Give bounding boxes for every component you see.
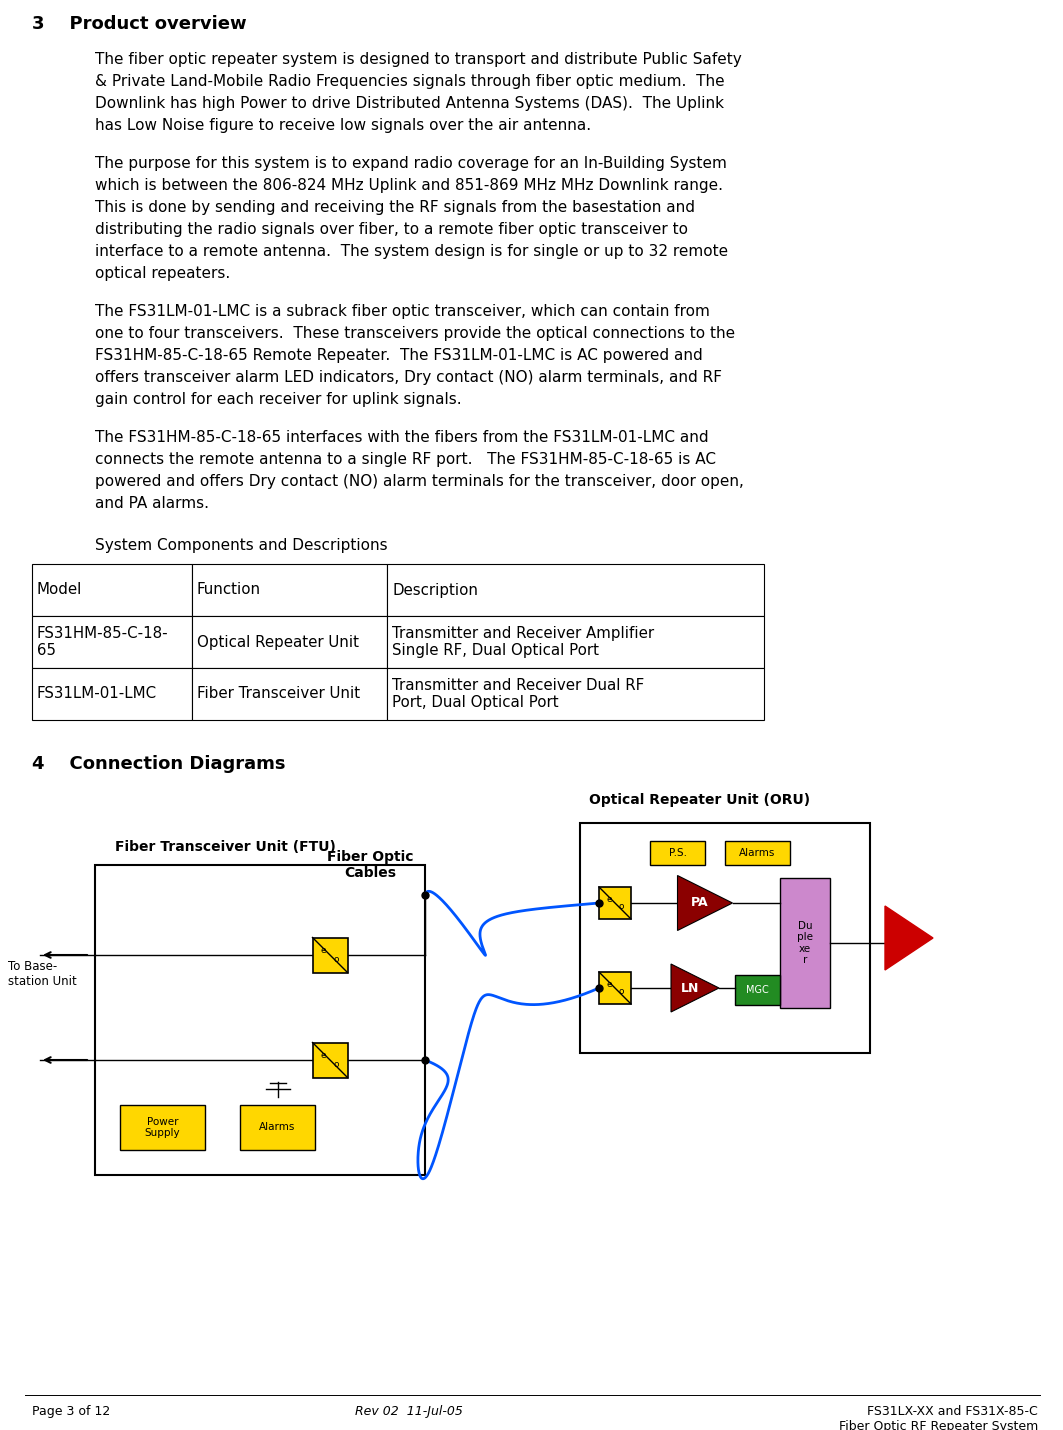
Bar <box>95 865 425 1175</box>
Text: The FS31HM-85-C-18-65 interfaces with the fibers from the FS31LM-01-LMC and: The FS31HM-85-C-18-65 interfaces with th… <box>95 430 709 445</box>
Polygon shape <box>677 875 732 931</box>
Text: Function: Function <box>197 582 261 598</box>
Text: Fiber Transceiver Unit: Fiber Transceiver Unit <box>197 686 360 702</box>
Bar <box>32 668 192 719</box>
Bar <box>192 563 387 616</box>
Text: Model: Model <box>37 582 82 598</box>
Text: Alarms: Alarms <box>739 848 776 858</box>
Text: 4    Connection Diagrams: 4 Connection Diagrams <box>32 755 286 774</box>
Text: e: e <box>606 980 612 988</box>
Text: To Base-
station Unit: To Base- station Unit <box>9 960 77 988</box>
Text: This is done by sending and receiving the RF signals from the basestation and: This is done by sending and receiving th… <box>95 200 695 214</box>
Text: 3    Product overview: 3 Product overview <box>32 14 247 33</box>
Bar <box>735 975 780 1005</box>
Text: Du
ple
xe
r: Du ple xe r <box>797 921 813 965</box>
Bar <box>32 616 192 668</box>
Text: System Components and Descriptions: System Components and Descriptions <box>95 538 388 553</box>
Text: powered and offers Dry contact (NO) alarm terminals for the transceiver, door op: powered and offers Dry contact (NO) alar… <box>95 473 744 489</box>
Text: interface to a remote antenna.  The system design is for single or up to 32 remo: interface to a remote antenna. The syste… <box>95 245 728 259</box>
Bar <box>598 972 631 1004</box>
Text: Alarms: Alarms <box>259 1123 296 1133</box>
Text: Transmitter and Receiver Dual RF
Port, Dual Optical Port: Transmitter and Receiver Dual RF Port, D… <box>392 678 644 711</box>
Text: Transmitter and Receiver Amplifier
Single RF, Dual Optical Port: Transmitter and Receiver Amplifier Singl… <box>392 626 654 658</box>
Text: e: e <box>321 947 326 955</box>
Bar <box>387 668 764 719</box>
Text: e: e <box>606 895 612 904</box>
Text: one to four transceivers.  These transceivers provide the optical connections to: one to four transceivers. These transcei… <box>95 326 736 340</box>
Text: FS31LM-01-LMC: FS31LM-01-LMC <box>37 686 157 702</box>
Bar <box>192 616 387 668</box>
Text: Rev 02  11-Jul-05: Rev 02 11-Jul-05 <box>355 1406 462 1419</box>
Polygon shape <box>885 907 933 970</box>
Text: FS31HM-85-C-18-
65: FS31HM-85-C-18- 65 <box>37 626 169 658</box>
Polygon shape <box>671 964 719 1012</box>
Text: Optical Repeater Unit (ORU): Optical Repeater Unit (ORU) <box>590 794 811 807</box>
Bar <box>725 841 790 865</box>
Text: distributing the radio signals over fiber, to a remote fiber optic transceiver t: distributing the radio signals over fibe… <box>95 222 688 237</box>
Text: o: o <box>334 955 339 964</box>
Text: connects the remote antenna to a single RF port.   The FS31HM-85-C-18-65 is AC: connects the remote antenna to a single … <box>95 452 716 468</box>
Text: o: o <box>334 1060 339 1068</box>
Bar <box>32 563 192 616</box>
Text: offers transceiver alarm LED indicators, Dry contact (NO) alarm terminals, and R: offers transceiver alarm LED indicators,… <box>95 370 722 385</box>
Text: Power
Supply: Power Supply <box>145 1117 181 1138</box>
Text: FS31HM-85-C-18-65 Remote Repeater.  The FS31LM-01-LMC is AC powered and: FS31HM-85-C-18-65 Remote Repeater. The F… <box>95 347 703 363</box>
Bar <box>313 1042 348 1077</box>
Text: Fiber Optic
Cables: Fiber Optic Cables <box>326 849 414 881</box>
Bar <box>649 841 705 865</box>
Text: Description: Description <box>392 582 478 598</box>
Text: The fiber optic repeater system is designed to transport and distribute Public S: The fiber optic repeater system is desig… <box>95 51 742 67</box>
Bar <box>192 668 387 719</box>
Bar <box>780 878 830 1008</box>
Bar <box>120 1105 205 1150</box>
Text: PA: PA <box>691 897 709 909</box>
Text: Downlink has high Power to drive Distributed Antenna Systems (DAS).  The Uplink: Downlink has high Power to drive Distrib… <box>95 96 724 112</box>
Bar <box>240 1105 315 1150</box>
Text: P.S.: P.S. <box>669 848 687 858</box>
Text: Optical Repeater Unit: Optical Repeater Unit <box>197 635 359 649</box>
Text: MGC: MGC <box>746 985 769 995</box>
Text: has Low Noise figure to receive low signals over the air antenna.: has Low Noise figure to receive low sign… <box>95 119 591 133</box>
Bar <box>598 887 631 919</box>
Bar <box>580 824 870 1052</box>
Bar <box>313 938 348 972</box>
Text: FS31LX-XX and FS31X-85-C
Fiber Optic RF Repeater System: FS31LX-XX and FS31X-85-C Fiber Optic RF … <box>839 1406 1037 1430</box>
Text: o: o <box>618 902 624 911</box>
Text: Fiber Transceiver Unit (FTU): Fiber Transceiver Unit (FTU) <box>115 839 336 854</box>
Text: e: e <box>321 1051 326 1060</box>
Text: The purpose for this system is to expand radio coverage for an In-Building Syste: The purpose for this system is to expand… <box>95 156 727 172</box>
Text: and PA alarms.: and PA alarms. <box>95 496 209 511</box>
Text: o: o <box>618 987 624 997</box>
Text: optical repeaters.: optical repeaters. <box>95 266 231 282</box>
Text: Page 3 of 12: Page 3 of 12 <box>32 1406 111 1419</box>
Text: which is between the 806-824 MHz Uplink and 851-869 MHz MHz Downlink range.: which is between the 806-824 MHz Uplink … <box>95 177 723 193</box>
Text: & Private Land-Mobile Radio Frequencies signals through fiber optic medium.  The: & Private Land-Mobile Radio Frequencies … <box>95 74 725 89</box>
Text: LN: LN <box>680 981 699 994</box>
Bar <box>387 616 764 668</box>
Bar <box>387 563 764 616</box>
Text: The FS31LM-01-LMC is a subrack fiber optic transceiver, which can contain from: The FS31LM-01-LMC is a subrack fiber opt… <box>95 305 710 319</box>
Text: gain control for each receiver for uplink signals.: gain control for each receiver for uplin… <box>95 392 461 408</box>
